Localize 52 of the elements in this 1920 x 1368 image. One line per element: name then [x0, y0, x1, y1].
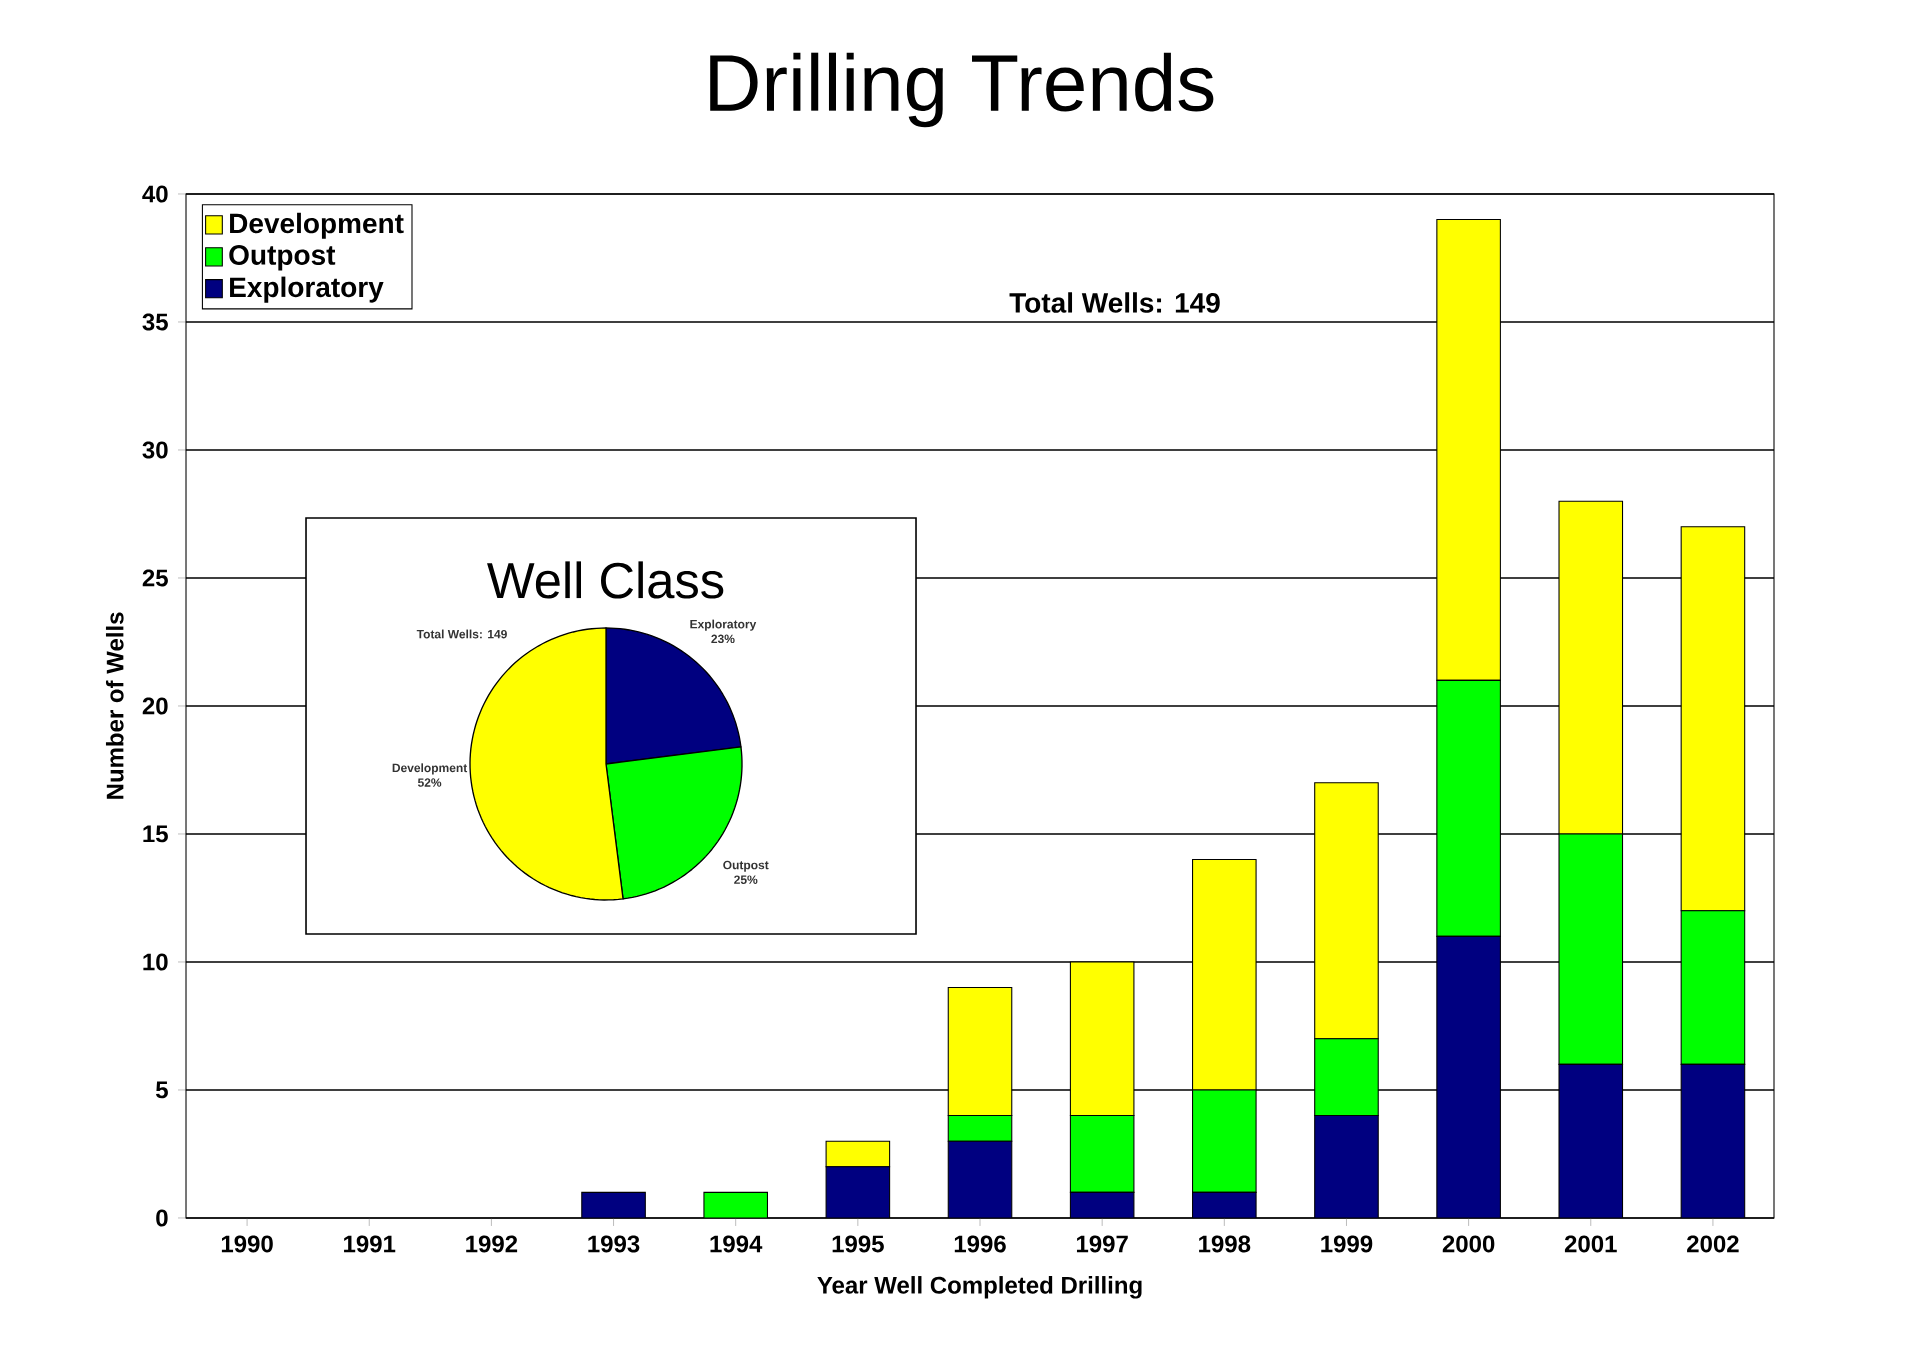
bar	[1070, 1192, 1134, 1218]
y-axis-title: Number of Wells	[105, 612, 124, 799]
bar	[1436, 679, 1501, 937]
x-tick-label: 2000	[1442, 1235, 1495, 1253]
y-tick-label: 15	[143, 825, 168, 843]
bar	[1680, 1063, 1746, 1218]
legend-label: Development	[230, 212, 404, 239]
x-tick-label: 2001	[1564, 1235, 1617, 1253]
bar	[947, 1140, 1013, 1218]
bar	[1192, 1089, 1257, 1193]
x-tick-label: 1995	[832, 1235, 884, 1253]
bar	[703, 1192, 768, 1218]
bar	[1069, 1115, 1135, 1193]
y-tick-label: 0	[156, 1209, 168, 1227]
bar	[1314, 1038, 1379, 1117]
bar	[825, 1140, 891, 1168]
bar	[1680, 910, 1746, 1065]
x-axis-title: Year Well Completed Drilling	[817, 1276, 1142, 1299]
y-tick-label: 30	[142, 441, 168, 459]
legend-label: Exploratory	[230, 276, 384, 303]
x-tick-label: 1993	[588, 1235, 640, 1253]
y-tick-label: 40	[142, 185, 168, 203]
y-tick-label: 10	[143, 953, 168, 971]
bar	[1192, 859, 1257, 1091]
bar	[1558, 833, 1624, 1065]
bar	[1069, 961, 1135, 1117]
x-tick-label: 1992	[466, 1235, 518, 1253]
bar	[947, 987, 1013, 1117]
chart-title: Well Class	[487, 561, 724, 599]
y-tick-label: 25	[142, 569, 168, 587]
bar	[1436, 935, 1501, 1218]
x-tick-label: 1998	[1199, 1235, 1251, 1253]
bar	[1558, 1063, 1624, 1218]
chart-title: Drilling Trends	[710, 52, 1214, 128]
bar	[947, 1115, 1013, 1142]
x-tick-label: 1991	[344, 1235, 396, 1253]
x-tick-label: 1994	[710, 1235, 763, 1253]
bar	[1314, 782, 1379, 1040]
bar	[825, 1166, 891, 1218]
x-tick-label: 1990	[221, 1235, 273, 1253]
bar	[581, 1192, 646, 1218]
x-tick-label: 2002	[1687, 1235, 1739, 1253]
bar	[1314, 1115, 1379, 1218]
y-tick-label: 5	[155, 1081, 168, 1099]
y-tick-label: 20	[142, 697, 168, 715]
annotation: Total Wells: 149	[1009, 292, 1220, 313]
bar	[1192, 1192, 1257, 1218]
legend-label: Outpost	[229, 245, 336, 271]
x-tick-label: 1999	[1321, 1235, 1373, 1253]
y-tick-label: 35	[142, 313, 168, 331]
x-tick-label: 1997	[1076, 1235, 1128, 1253]
x-tick-label: 1996	[954, 1235, 1006, 1253]
